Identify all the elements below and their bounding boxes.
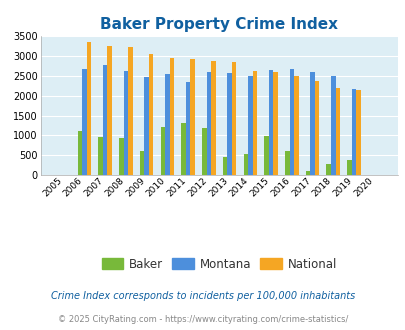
Bar xyxy=(123,71,128,175)
Bar xyxy=(293,76,298,175)
Bar xyxy=(346,160,351,175)
Bar xyxy=(356,90,360,175)
Bar xyxy=(247,76,252,175)
Bar xyxy=(149,54,153,175)
Bar xyxy=(139,151,144,175)
Bar xyxy=(181,123,185,175)
Legend: Baker, Montana, National: Baker, Montana, National xyxy=(97,253,341,275)
Bar xyxy=(231,62,236,175)
Bar xyxy=(305,171,309,175)
Text: © 2025 CityRating.com - https://www.cityrating.com/crime-statistics/: © 2025 CityRating.com - https://www.city… xyxy=(58,315,347,324)
Bar xyxy=(107,46,112,175)
Bar xyxy=(222,157,227,175)
Bar xyxy=(330,76,335,175)
Bar xyxy=(206,72,211,175)
Bar xyxy=(102,65,107,175)
Bar xyxy=(264,136,268,175)
Bar xyxy=(190,59,194,175)
Bar xyxy=(284,151,289,175)
Bar xyxy=(202,128,206,175)
Bar xyxy=(77,131,82,175)
Bar xyxy=(165,74,169,175)
Bar xyxy=(144,77,149,175)
Title: Baker Property Crime Index: Baker Property Crime Index xyxy=(100,17,337,32)
Bar xyxy=(243,153,247,175)
Bar xyxy=(185,82,190,175)
Bar xyxy=(326,164,330,175)
Bar xyxy=(309,72,314,175)
Bar xyxy=(82,69,87,175)
Text: Crime Index corresponds to incidents per 100,000 inhabitants: Crime Index corresponds to incidents per… xyxy=(51,291,354,301)
Bar xyxy=(252,71,256,175)
Bar xyxy=(160,127,165,175)
Bar xyxy=(268,70,273,175)
Bar xyxy=(119,138,123,175)
Bar xyxy=(169,58,174,175)
Bar xyxy=(227,73,231,175)
Bar xyxy=(87,42,91,175)
Bar xyxy=(211,61,215,175)
Bar xyxy=(335,88,339,175)
Bar xyxy=(289,69,293,175)
Bar xyxy=(273,72,277,175)
Bar xyxy=(351,89,356,175)
Bar xyxy=(128,48,132,175)
Bar xyxy=(314,81,319,175)
Bar xyxy=(98,137,102,175)
